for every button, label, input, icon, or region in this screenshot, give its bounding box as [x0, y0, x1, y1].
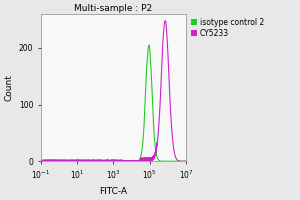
Title: Multi-sample : P2: Multi-sample : P2	[74, 4, 152, 13]
Legend: isotype control 2, CY5233: isotype control 2, CY5233	[191, 18, 264, 38]
Y-axis label: Count: Count	[4, 74, 13, 101]
X-axis label: FITC-A: FITC-A	[99, 187, 128, 196]
